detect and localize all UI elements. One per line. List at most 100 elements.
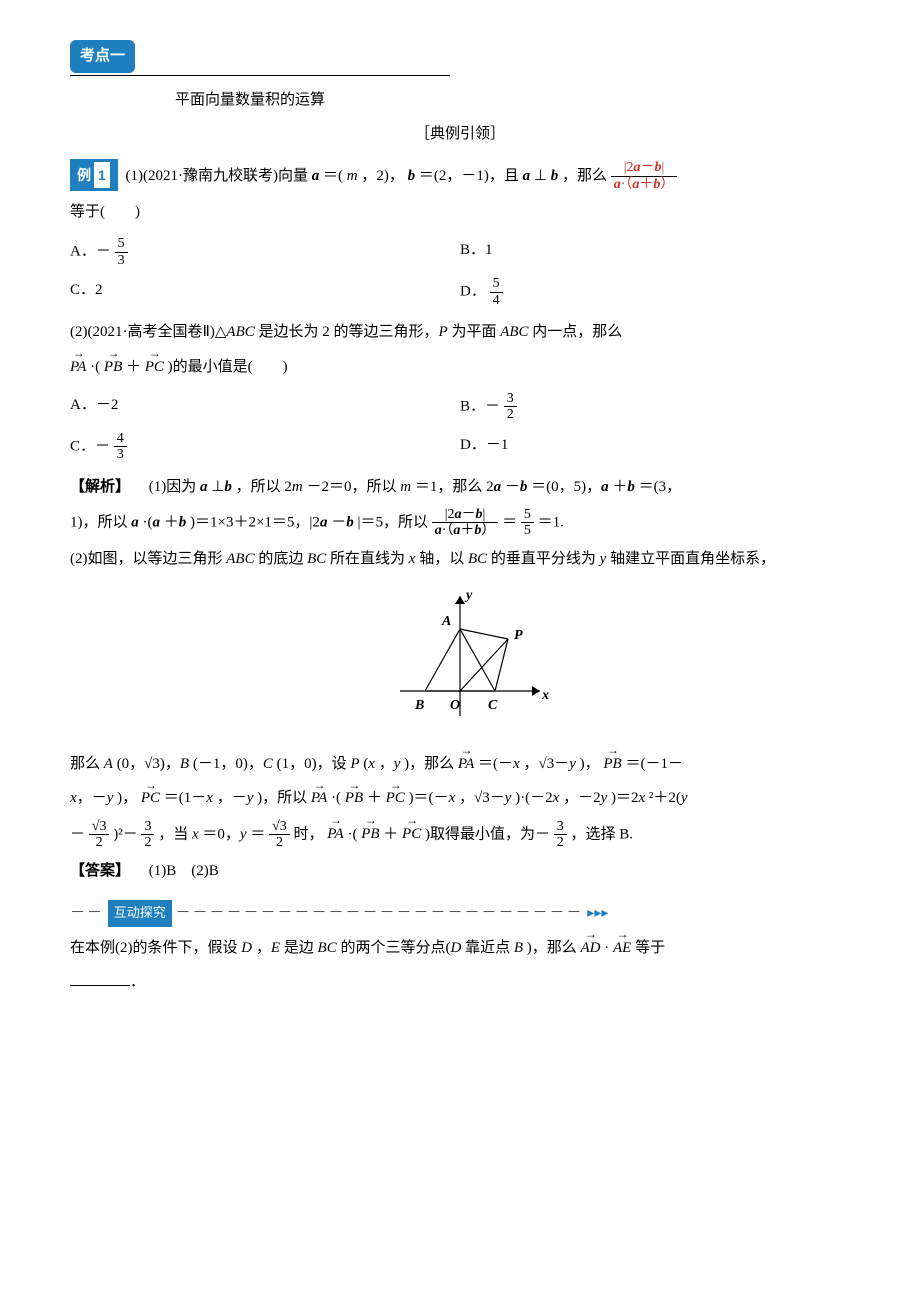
s2b: 所在直线为 <box>330 551 409 567</box>
svg-text:A: A <box>441 614 451 629</box>
q2l2m2: ＋ <box>126 359 141 375</box>
vector-a: a <box>312 168 320 184</box>
iqm4: 靠近点 <box>465 940 514 956</box>
q1-m3: ＝(2，－1)，且 <box>419 168 523 184</box>
example-q2-line2: PA ·( PB ＋ PC )的最小值是( ) <box>70 353 850 382</box>
s1d: ＝1，那么 2 <box>415 479 494 495</box>
s4f: ·( <box>331 790 341 806</box>
s1f: ＝(0，5)， <box>531 479 601 495</box>
solution-label: 【解析】 <box>70 479 130 495</box>
s1l2b: ·( <box>143 514 153 530</box>
var-m: m <box>347 168 358 184</box>
hudong-label: 互动探究 <box>108 900 172 927</box>
svg-text:O: O <box>450 698 460 713</box>
vector-b2: b <box>551 168 559 184</box>
vec-pb: PB <box>104 353 122 382</box>
s5c: ＝0， <box>202 826 240 842</box>
opt-c: C．2 <box>70 276 460 308</box>
s5f3: √32 <box>269 819 290 851</box>
s5f: ·( <box>347 826 357 842</box>
vec-pa4: PA <box>327 820 343 849</box>
s1p: (1)因为 <box>134 479 200 495</box>
s1l2a: 1)，所以 <box>70 514 131 530</box>
vec-pb2: PB <box>603 750 621 779</box>
opt2-b: B．－ 32 <box>460 391 850 423</box>
s5g: ＋ <box>383 826 398 842</box>
s3b: (－1，0)， <box>193 756 263 772</box>
vec-pa3: PA <box>311 784 327 813</box>
vec-ad: AD <box>581 934 601 963</box>
s1a: ⊥ <box>211 479 224 495</box>
opt2-c: C．－ 43 <box>70 431 460 463</box>
opt-b: B．1 <box>460 236 850 268</box>
q2l2p: )的最小值是( ) <box>168 359 288 375</box>
coordinate-figure: OBCAPxy <box>70 581 850 742</box>
iqm6: · <box>604 940 609 956</box>
f1np: |2 <box>624 160 634 175</box>
s3h: ，√3－ <box>523 756 569 772</box>
s4b: )， <box>117 790 137 806</box>
svg-text:x: x <box>541 688 549 703</box>
s4k: ，－2 <box>563 790 601 806</box>
s1-frac: |2a－b| a·（a＋b） <box>432 507 499 539</box>
q1-fraction: |2a－b| a·（a＋b） <box>611 160 678 192</box>
interactive-blank: ． <box>70 968 850 997</box>
q1-m1: ＝( <box>323 168 343 184</box>
solution-line6: － √32 )²－ 32 ，当 x ＝0，y ＝ √32 时， PA ·( PB… <box>70 819 850 851</box>
s4e: )，所以 <box>257 790 307 806</box>
s4g: ＋ <box>367 790 382 806</box>
svg-text:P: P <box>514 628 523 643</box>
interactive-separator: －－ 互动探究 －－－－－－－－－－－－－－－－－－－－－－－－ ▸▸▸ <box>70 899 850 928</box>
s1tail: ＝1. <box>538 514 564 530</box>
interactive-question: 在本例(2)的条件下，假设 D ，E 是边 BC 的两个三等分点(D 靠近点 B… <box>70 934 850 963</box>
s4j: )·(－2 <box>515 790 553 806</box>
opt2-b-frac: 32 <box>504 391 517 423</box>
s2p: (2)如图，以等边三角形 <box>70 551 226 567</box>
iqm1: ， <box>256 940 271 956</box>
q2-prefix: (2)(2021·高考全国卷Ⅱ)△ <box>70 324 226 340</box>
s1l2e: － <box>331 514 346 530</box>
vec-ae: AE <box>613 934 631 963</box>
example-badge-num: 1 <box>93 161 111 190</box>
opt-d-pre: D． <box>460 284 486 300</box>
s5e: 时， <box>294 826 324 842</box>
s5f4: 32 <box>554 819 567 851</box>
iqm5: )，那么 <box>527 940 577 956</box>
s1eq: ＝ <box>502 514 517 530</box>
s3e: ， <box>379 756 394 772</box>
example-badge: 例1 <box>70 159 118 192</box>
s2d: 的垂直平分线为 <box>491 551 600 567</box>
subhead: ［典例引领］ <box>70 120 850 149</box>
s4l: )＝2 <box>611 790 639 806</box>
vec-pb4: PB <box>361 820 379 849</box>
f1nm: － <box>641 160 655 175</box>
q2-options: A．－2 B．－ 32 C．－ 43 D．－1 <box>70 387 850 467</box>
answer-label: 【答案】 <box>70 863 130 879</box>
opt-a-pre: A．－ <box>70 244 111 260</box>
svg-text:C: C <box>488 698 498 713</box>
s4a: ，－ <box>77 790 107 806</box>
s3a: (0，√3)， <box>117 756 180 772</box>
s5p: － <box>70 826 85 842</box>
s3g: ＝(－ <box>478 756 513 772</box>
f1dp: ） <box>660 177 674 192</box>
vec-pc: PC <box>145 353 164 382</box>
s4i: ，√3－ <box>459 790 505 806</box>
opt2-b-pre: B．－ <box>460 398 500 414</box>
s2c: 轴，以 <box>419 551 468 567</box>
example-q1: 例1 (1)(2021·豫南九校联考)向量 a ＝( m ，2)， b ＝(2，… <box>70 159 850 192</box>
iqm3: 的两个三等分点( <box>340 940 450 956</box>
s3i: )， <box>580 756 600 772</box>
s1b: ，所以 2 <box>236 479 292 495</box>
s1e: － <box>505 479 520 495</box>
iqp: 在本例(2)的条件下，假设 <box>70 940 241 956</box>
s1l2c: ＋ <box>164 514 179 530</box>
opt2-a: A．－2 <box>70 391 460 423</box>
blank-suffix: ． <box>130 974 145 990</box>
answer-blank <box>70 972 130 987</box>
topic-badge: 考点一 <box>70 40 135 73</box>
header-underline <box>70 75 450 76</box>
q2l2m: ·( <box>90 359 100 375</box>
q2-m1: 是边长为 2 的等边三角形， <box>259 324 439 340</box>
s3f: )，那么 <box>404 756 454 772</box>
